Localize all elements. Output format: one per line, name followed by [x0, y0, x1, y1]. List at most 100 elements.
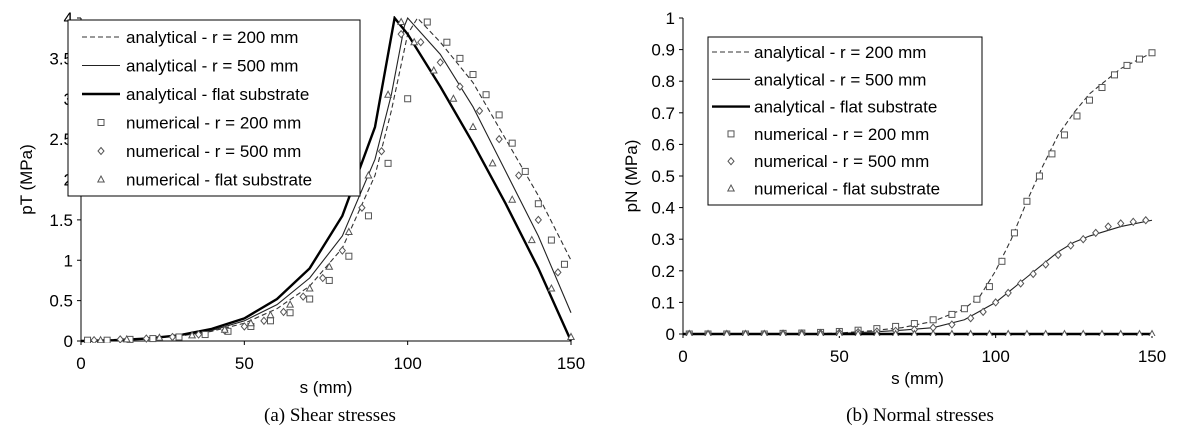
y-tick-label: 0.6 [651, 135, 675, 154]
data-point-numerical-r-500-mm [1042, 260, 1050, 269]
data-point-numerical-flat-substrate [948, 329, 956, 336]
data-point-numerical-r-200-mm [345, 252, 353, 260]
x-axis-label: s (mm) [891, 369, 944, 388]
data-point-numerical-r-200-mm [175, 333, 183, 341]
y-tick-label: 0.7 [651, 104, 675, 123]
data-point-numerical-r-500-mm [495, 134, 503, 144]
legend-label-analytical-r-500-mm: analytical - r = 500 mm [754, 70, 926, 89]
data-point-numerical-r-500-mm [358, 203, 366, 213]
data-point-numerical-r-200-mm [1035, 172, 1043, 180]
data-point-numerical-r-200-mm [1135, 55, 1143, 63]
data-point-numerical-flat-substrate [685, 329, 693, 336]
data-point-numerical-r-200-mm [286, 309, 294, 317]
legend-label-numerical-flat-substrate: numerical - flat substrate [754, 180, 940, 199]
data-point-numerical-r-200-mm [1010, 229, 1018, 237]
data-point-numerical-r-500-mm [1029, 269, 1037, 279]
legend-label-numerical-flat-substrate: numerical - flat substrate [126, 171, 312, 190]
data-point-numerical-flat-substrate [468, 122, 478, 131]
data-point-numerical-flat-substrate [1135, 329, 1143, 336]
data-point-numerical-r-200-mm [1073, 112, 1081, 120]
legend-swatch-numerical-r-500-mm [97, 146, 105, 156]
y-tick-label: 0.2 [651, 262, 675, 281]
y-tick-label: 2.5 [49, 130, 73, 149]
data-point-numerical-r-200-mm [1085, 96, 1093, 104]
y-tick-label: 1 [64, 251, 73, 270]
data-point-numerical-flat-substrate [266, 310, 275, 319]
y-tick-label: 1.5 [49, 211, 73, 230]
data-point-numerical-r-200-mm [495, 111, 503, 119]
data-point-numerical-r-200-mm [423, 18, 431, 26]
data-point-numerical-flat-substrate [723, 329, 731, 336]
data-point-numerical-flat-substrate [760, 329, 768, 336]
data-point-numerical-r-200-mm [456, 54, 464, 62]
plot-area [683, 49, 1156, 336]
data-point-numerical-flat-substrate [397, 17, 406, 26]
data-point-numerical-flat-substrate [1004, 329, 1012, 336]
data-point-numerical-r-200-mm [1023, 197, 1031, 205]
data-point-numerical-r-500-mm [1004, 288, 1012, 298]
data-point-numerical-r-200-mm [201, 331, 209, 339]
data-point-numerical-r-500-mm [456, 82, 464, 91]
data-point-numerical-flat-substrate [854, 329, 862, 336]
data-point-numerical-flat-substrate [985, 329, 993, 336]
data-point-numerical-r-200-mm [84, 336, 92, 343]
legend-label-numerical-r-500-mm: numerical - r = 500 mm [754, 152, 929, 171]
data-point-numerical-r-200-mm [1148, 49, 1156, 57]
data-point-numerical-flat-substrate [835, 329, 843, 336]
data-point-numerical-flat-substrate [220, 325, 229, 333]
legend-box [707, 36, 983, 206]
data-point-numerical-flat-substrate [910, 329, 918, 336]
data-point-numerical-r-500-mm [194, 330, 203, 339]
data-point-numerical-r-200-mm [508, 139, 516, 147]
legend-box [67, 19, 361, 197]
legend-label-analytical-flat-substrate: analytical - flat substrate [754, 98, 937, 117]
data-point-numerical-r-500-mm [240, 322, 248, 331]
legend-swatch-numerical-r-200-mm [727, 130, 735, 138]
data-point-numerical-r-200-mm [1048, 150, 1056, 158]
data-point-numerical-r-200-mm [149, 335, 157, 343]
data-point-numerical-r-200-mm [364, 212, 372, 220]
x-tick-label: 150 [557, 354, 585, 373]
data-point-numerical-r-500-mm [1092, 228, 1100, 238]
y-tick-label: 4 [64, 9, 73, 28]
x-tick-label: 50 [830, 347, 849, 366]
data-point-numerical-r-200-mm [1110, 71, 1118, 79]
y-tick-label: 0 [666, 325, 675, 344]
data-point-numerical-r-200-mm [998, 257, 1006, 265]
data-point-numerical-flat-substrate [364, 170, 373, 179]
data-point-numerical-r-200-mm [384, 159, 392, 167]
data-point-numerical-r-500-mm [417, 37, 425, 47]
legend-swatch-numerical-r-500-mm [727, 156, 735, 166]
data-point-numerical-flat-substrate [429, 65, 438, 74]
data-point-numerical-r-200-mm [482, 91, 490, 99]
data-point-numerical-r-500-mm [979, 307, 987, 317]
data-point-numerical-flat-substrate [1079, 329, 1087, 336]
data-point-numerical-flat-substrate [1148, 329, 1156, 336]
data-point-numerical-flat-substrate [1042, 329, 1050, 336]
legend-label-numerical-r-500-mm: numerical - r = 500 mm [126, 142, 301, 161]
data-point-numerical-r-200-mm [266, 317, 274, 325]
legend-swatch-numerical-r-200-mm [97, 119, 105, 126]
y-tick-label: 0.9 [651, 41, 675, 60]
data-point-numerical-r-200-mm [929, 316, 937, 324]
data-point-numerical-r-200-mm [469, 71, 477, 79]
data-point-numerical-r-200-mm [103, 336, 111, 343]
data-point-numerical-r-500-mm [554, 268, 562, 277]
y-tick-label: 0.8 [651, 72, 675, 91]
x-tick-label: 50 [235, 354, 254, 373]
data-point-numerical-r-500-mm [534, 215, 542, 225]
data-point-numerical-r-500-mm [1054, 250, 1062, 260]
data-point-numerical-flat-substrate [1098, 329, 1106, 336]
data-point-numerical-flat-substrate [1117, 329, 1125, 336]
data-point-numerical-r-200-mm [1060, 131, 1068, 139]
y-tick-label: 0.1 [651, 293, 675, 312]
data-point-numerical-r-500-mm [1079, 234, 1087, 244]
data-point-numerical-flat-substrate [508, 195, 517, 203]
data-point-numerical-flat-substrate [246, 318, 255, 327]
data-point-numerical-r-200-mm [534, 200, 542, 208]
data-point-numerical-r-500-mm [475, 106, 484, 116]
data-point-numerical-r-500-mm [397, 29, 405, 39]
data-point-numerical-flat-substrate [449, 94, 458, 102]
legend-swatch-numerical-flat-substrate [726, 183, 736, 192]
data-point-numerical-r-500-mm [966, 313, 975, 323]
